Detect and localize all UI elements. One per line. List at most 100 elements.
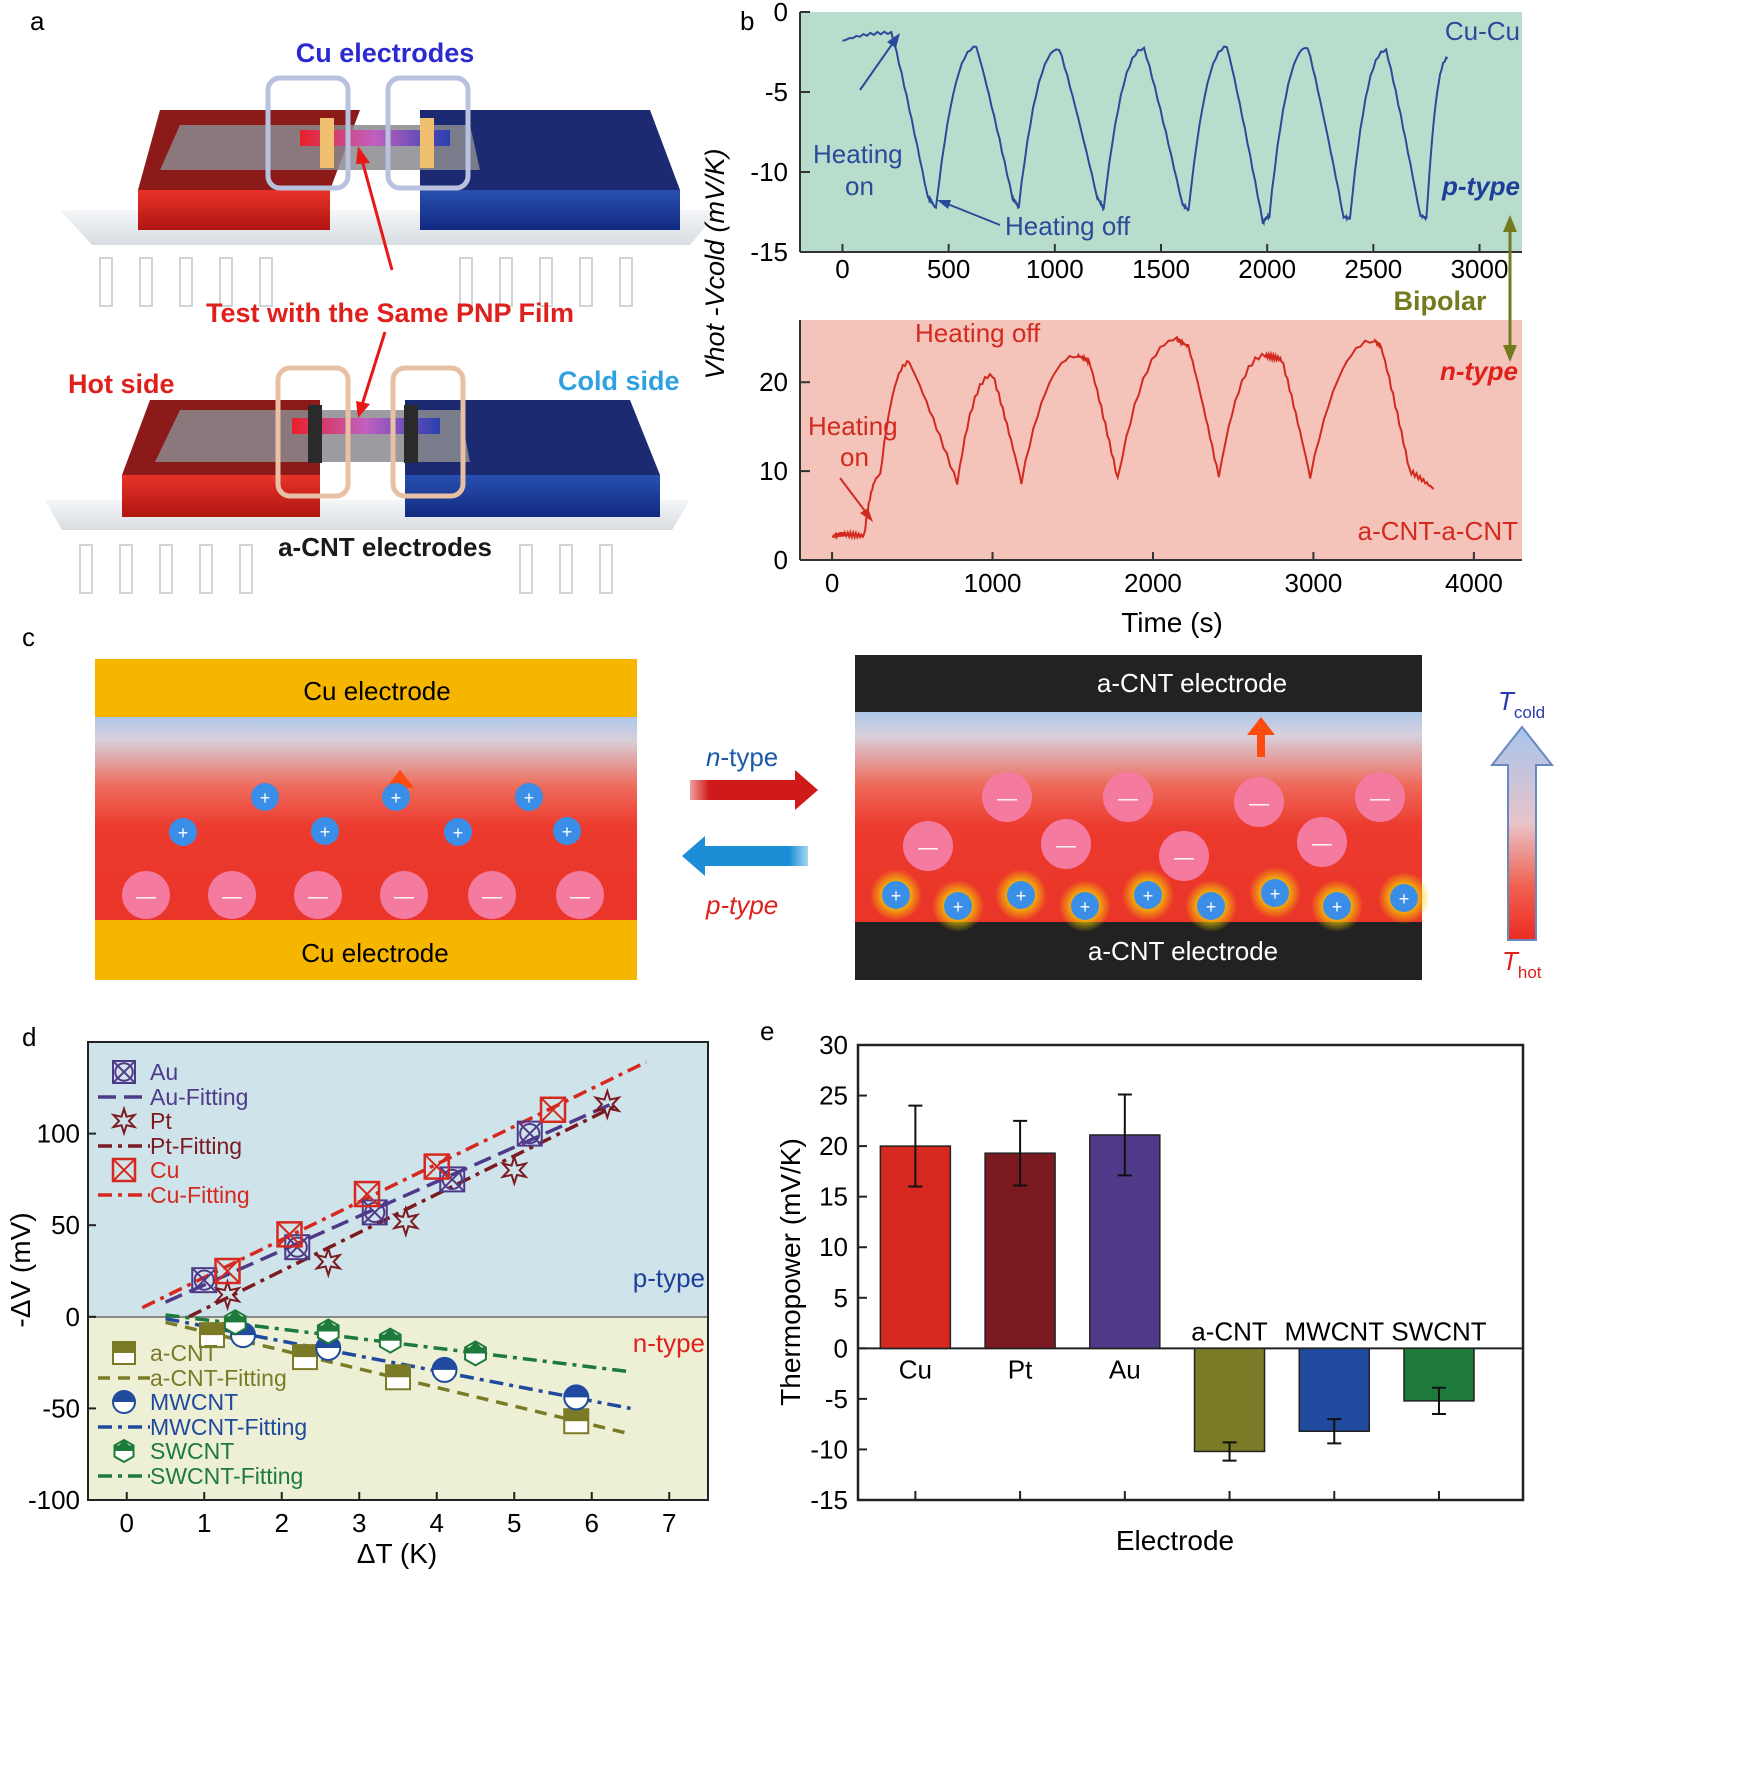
mwcnt-marker-fill [432,1357,457,1370]
fin [579,257,593,307]
cu-marker [276,1221,303,1248]
pointer-arrow [360,331,387,406]
heat-arrow-head [1247,717,1275,735]
acnt-electrode-bottom [855,922,1422,980]
y-tick-label: 100 [37,1119,80,1149]
y-tick-label: 0 [66,1302,80,1332]
fin [199,544,213,594]
hole-sign: + [953,897,964,917]
x-tick-label: 2500 [1344,254,1402,284]
au-marker-ring [519,1123,541,1145]
fin [159,544,173,594]
cu-marker-x [112,1158,136,1182]
panel-label-b: b [740,6,754,36]
hole-sign: + [1206,897,1217,917]
legend-fit-label: Au-Fitting [150,1084,248,1110]
same-film-label: Test with the Same PNP Film [206,298,574,328]
acnt-contact [404,405,418,463]
n-suffix: -type [720,742,778,772]
b-x-axis-label: Time (s) [1121,607,1223,638]
category-label: SWCNT [1391,1316,1486,1346]
legend-fit-label: MWCNT-Fitting [150,1414,307,1440]
legend-label: a-CNT [150,1340,218,1366]
heating-off-bottom: Heating off [915,318,1041,348]
device-cu: Cu electrodes [60,38,720,307]
hole-carrier [444,818,472,846]
fin [499,257,513,307]
cu-marker [423,1153,450,1180]
ion-sign: — [136,886,156,908]
n-type-label: n-type [1440,356,1518,386]
hot-pad [138,190,330,230]
acnt-electrode-bottom-label: a-CNT electrode [1088,936,1278,966]
x-tick-label: 0 [120,1508,134,1538]
d-points [191,1087,622,1435]
p-suffix: -type [720,890,778,920]
panel-label-c: c [22,622,35,652]
hole-carrier [311,817,339,845]
cu-marker-x [424,1153,450,1180]
y-tick-label: -10 [750,157,788,187]
d-n-type-label: n-type [633,1328,705,1358]
hot-side-label: Hot side [68,369,175,399]
acnt-marker-fill [200,1323,224,1336]
pt-marker [592,1087,622,1121]
hole-carrier [1071,892,1099,920]
hole-sign: + [1016,886,1027,906]
error-bar [1327,1418,1342,1445]
arrow-head [1503,215,1517,232]
au-marker-x [112,1060,136,1084]
au-marker [516,1120,543,1147]
x-tick-label: 3000 [1451,254,1509,284]
hole-carrier [882,881,910,909]
x-tick-label: 1000 [1026,254,1084,284]
y-tick-label: 0 [774,0,788,27]
cu-marker-x [214,1258,241,1284]
cold-pad-top-face [420,110,680,190]
mwcnt-marker-fill [564,1385,589,1398]
y-tick-label: 0 [774,545,788,575]
y-tick-label: -10 [810,1434,848,1464]
p-type-label: p-type [1441,171,1520,201]
b-bottom-ticks: 0 10 20 0 1000 2000 3000 4000 [759,367,1522,598]
b-y-axis-label: Vhot -Vcold (mV/K) [700,148,730,379]
e-x-axis-label: Electrode [1116,1525,1234,1556]
ion-carrier [556,871,604,919]
p-type-arrow [682,836,808,876]
ion-carrier [294,871,342,919]
x-tick-label: 0 [825,568,839,598]
fin [119,544,133,594]
hole-carrier [1390,884,1418,912]
ion-carrier [1103,772,1153,822]
arrow-head [887,33,900,48]
hole-carrier [1007,881,1035,909]
hole-carrier [1134,881,1162,909]
y-tick-label: -50 [42,1393,80,1423]
hole-carrier [1323,892,1351,920]
error-bar [1431,1386,1446,1416]
x-tick-label: 500 [927,254,970,284]
y-tick-label: 15 [819,1182,848,1212]
fin [599,544,613,594]
cu-marker [111,1157,137,1183]
cu-electrode-bottom [95,920,637,980]
fin [219,257,233,307]
acnt-electrodes-label: a-CNT electrodes [278,532,492,562]
fin [179,257,193,307]
legend-fit-label: SWCNT-Fitting [150,1463,303,1489]
highlight-box [385,75,471,191]
au-marker-x [362,1199,388,1226]
ion-sign: — [1174,847,1194,869]
au-marker-x [439,1166,465,1193]
acnt-label: a-CNT-a-CNT [1358,516,1518,546]
legend-fit-label: a-CNT-Fitting [150,1365,287,1391]
highlight-box [275,365,351,499]
y-tick-label: 20 [759,367,788,397]
panel-label-a: a [30,6,45,36]
pointer-arrow [839,477,869,516]
hole-sign: + [1143,886,1154,906]
c-left-carriers: + + + + + + + — — — — — — [122,783,604,919]
hole-carrier [1197,892,1225,920]
pt-marker [391,1204,421,1239]
pointer-arrow [944,202,1001,226]
